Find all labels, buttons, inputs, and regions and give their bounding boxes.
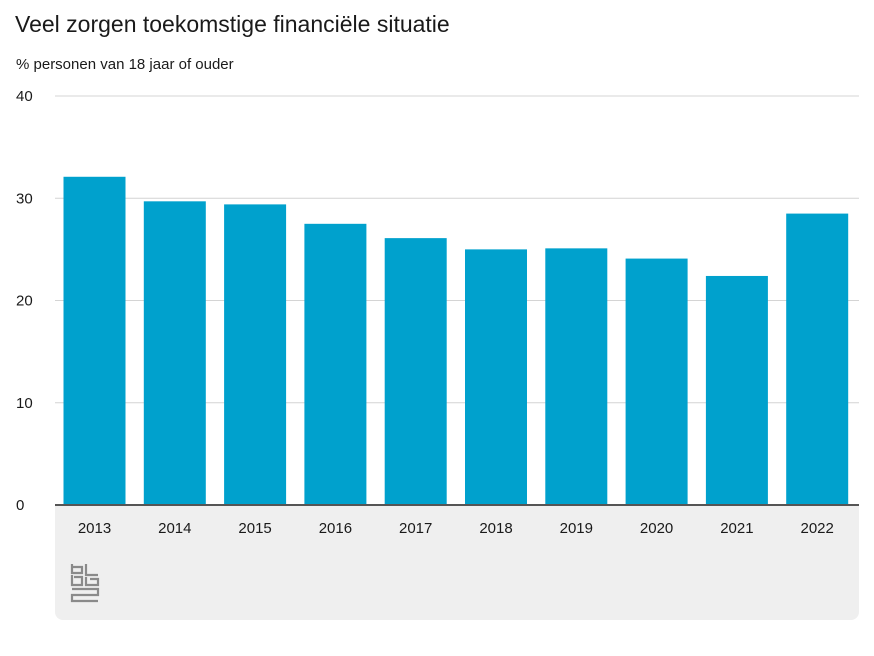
bar <box>545 248 608 506</box>
y-tick-label: 20 <box>16 293 33 310</box>
chart-title: Veel zorgen toekomstige financiële situa… <box>15 11 450 37</box>
x-tick-label: 2017 <box>399 520 432 537</box>
x-tick-label: 2015 <box>238 520 271 537</box>
y-tick-label: 10 <box>16 395 33 412</box>
y-tick-label: 40 <box>16 88 33 105</box>
x-tick-label: 2021 <box>720 520 753 537</box>
bar <box>705 275 768 505</box>
bar <box>465 249 527 505</box>
x-tick-label: 2020 <box>640 520 673 537</box>
bar <box>143 201 206 505</box>
x-tick-label: 2019 <box>560 520 593 537</box>
bar <box>63 176 126 505</box>
bar <box>625 258 688 505</box>
x-tick-label: 2016 <box>319 520 352 537</box>
x-tick-label: 2022 <box>801 520 834 537</box>
x-tick-label: 2014 <box>158 520 191 537</box>
footer-panel <box>55 506 859 620</box>
x-tick-label: 2018 <box>479 520 512 537</box>
chart-subtitle: % personen van 18 jaar of ouder <box>16 56 234 73</box>
bar <box>384 238 447 505</box>
cbs-logo-icon <box>70 561 102 605</box>
bar <box>304 223 367 505</box>
x-tick-label: 2013 <box>78 520 111 537</box>
bar <box>224 204 287 505</box>
y-tick-label: 0 <box>16 497 24 514</box>
bar <box>786 213 849 505</box>
y-tick-label: 30 <box>16 190 33 207</box>
